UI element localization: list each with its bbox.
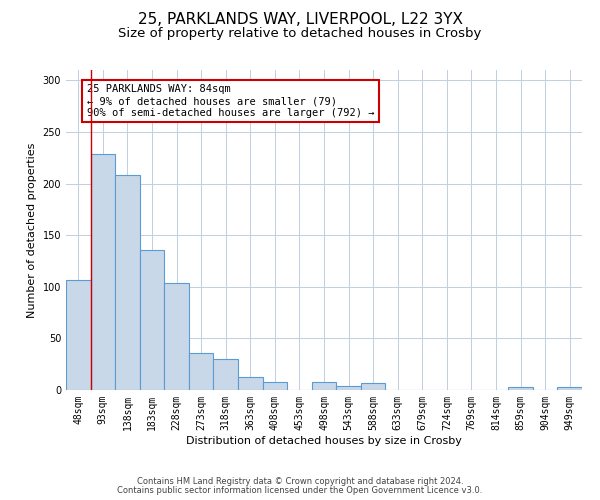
Bar [115, 176, 140, 390]
Bar [263, 382, 287, 390]
Bar [140, 250, 164, 390]
Bar [214, 359, 238, 390]
X-axis label: Distribution of detached houses by size in Crosby: Distribution of detached houses by size … [186, 436, 462, 446]
Bar [336, 386, 361, 390]
Text: Contains HM Land Registry data © Crown copyright and database right 2024.: Contains HM Land Registry data © Crown c… [137, 477, 463, 486]
Bar [66, 280, 91, 390]
Text: 25, PARKLANDS WAY, LIVERPOOL, L22 3YX: 25, PARKLANDS WAY, LIVERPOOL, L22 3YX [137, 12, 463, 28]
Bar [238, 376, 263, 390]
Bar [164, 282, 189, 390]
Text: Contains public sector information licensed under the Open Government Licence v3: Contains public sector information licen… [118, 486, 482, 495]
Bar [557, 387, 582, 390]
Bar [312, 382, 336, 390]
Bar [361, 383, 385, 390]
Bar [189, 353, 214, 390]
Text: Size of property relative to detached houses in Crosby: Size of property relative to detached ho… [118, 28, 482, 40]
Y-axis label: Number of detached properties: Number of detached properties [27, 142, 37, 318]
Bar [508, 387, 533, 390]
Bar [91, 154, 115, 390]
Text: 25 PARKLANDS WAY: 84sqm
← 9% of detached houses are smaller (79)
90% of semi-det: 25 PARKLANDS WAY: 84sqm ← 9% of detached… [87, 84, 374, 117]
